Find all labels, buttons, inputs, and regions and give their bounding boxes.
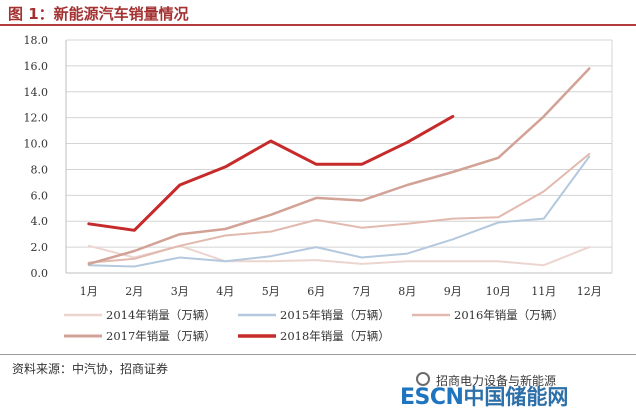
figure-title: 图 1：新能源汽车销量情况 (8, 5, 189, 23)
x-tick-label: 7月 (353, 285, 371, 298)
x-tick-label: 6月 (307, 285, 325, 298)
legend-label: 2017年销量（万辆） (106, 329, 216, 343)
watermark-text: 招商电力设备与新能源 (436, 374, 557, 388)
x-tick-label: 10月 (486, 285, 511, 298)
series-lines (87, 67, 591, 268)
x-tick-label: 5月 (262, 285, 280, 298)
x-tick-label: 4月 (216, 285, 234, 298)
x-tick-label: 11月 (531, 285, 556, 298)
x-tick-labels: 1月 2月 3月 4月 5月 6月 7月 8月 9月 10月 11月 12月 (80, 285, 602, 298)
escn-logo: ESCN中国储能网 (400, 385, 568, 410)
y-tick-label: 10.0 (24, 138, 49, 151)
series-line (87, 155, 591, 268)
series-line (87, 244, 591, 267)
legend-label: 2016年销量（万辆） (454, 308, 564, 322)
y-tick-label: 18.0 (24, 34, 49, 47)
legend-label: 2014年销量（万辆） (106, 308, 216, 322)
y-tick-label: 0.0 (31, 267, 49, 280)
x-tick-label: 2月 (125, 285, 143, 298)
title-bar: 图 1：新能源汽车销量情况 (0, 0, 636, 26)
x-tick-label: 12月 (577, 285, 602, 298)
series-line (87, 114, 455, 232)
y-tick-label: 2.0 (31, 241, 49, 254)
source-note: 资料来源：中汽协，招商证券 (12, 362, 169, 376)
y-tick-label: 12.0 (24, 112, 49, 125)
series-line (87, 152, 591, 264)
legend-label: 2015年销量（万辆） (280, 308, 390, 322)
y-tick-labels: 0.0 2.0 4.0 6.0 8.0 10.0 12.0 14.0 16.0 18.0 (24, 34, 49, 280)
logo-chinese: 中国储能网 (463, 385, 569, 409)
legend-label: 2018年销量（万辆） (280, 329, 390, 343)
y-tick-label: 8.0 (31, 163, 49, 176)
series-line (87, 67, 591, 266)
footer-divider (0, 354, 636, 355)
y-tick-label: 14.0 (24, 86, 49, 99)
x-tick-label: 1月 (80, 285, 98, 298)
x-tick-label: 9月 (444, 285, 462, 298)
line-chart: 0.0 2.0 4.0 6.0 8.0 10.0 12.0 14.0 16.0 18.0 1月 2月… (24, 34, 613, 343)
y-tick-label: 16.0 (24, 60, 49, 73)
x-tick-label: 3月 (171, 285, 189, 298)
wechat-icon (416, 372, 430, 386)
logo-latin: ESCN (400, 385, 464, 410)
y-tick-label: 6.0 (31, 189, 49, 202)
y-tick-label: 4.0 (31, 215, 49, 228)
axes (65, 39, 613, 274)
legend: 2014年销量（万辆） 2015年销量（万辆） 2016年销量（万辆） 2017年销量… (64, 308, 564, 343)
x-tick-label: 8月 (398, 285, 416, 298)
